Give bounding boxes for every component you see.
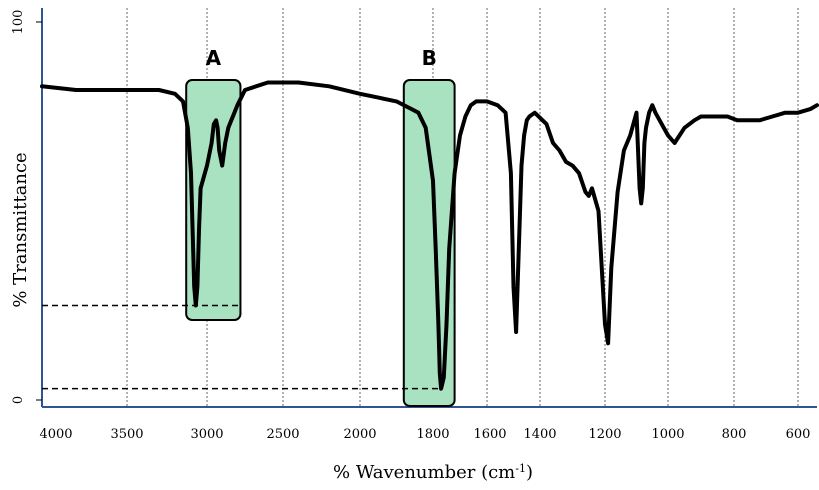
x-tick-label: 600	[786, 427, 811, 442]
box-label-b: B	[422, 46, 437, 70]
x-axis-title: % Wavenumber (cm-1)	[333, 462, 533, 484]
x-tick-label: 1800	[416, 427, 449, 442]
x-tick-label: 1200	[588, 427, 621, 442]
x-axis-title-main: % Wavenumber (cm	[333, 462, 515, 483]
x-tick-label: 1400	[523, 427, 556, 442]
x-tick-label: 2000	[343, 427, 376, 442]
x-tick-labels: 4000 3500 3000 2500 2000 1800 1600 1400 1200 1000…	[39, 427, 810, 442]
x-axis-title-close: )	[526, 462, 533, 483]
spectrum-line	[40, 80, 819, 391]
x-tick-label: 2500	[266, 427, 299, 442]
x-tick-label: 800	[722, 427, 747, 442]
x-tick-label: 3000	[190, 427, 223, 442]
x-tick-label: 3500	[110, 427, 143, 442]
y-tick-labels: 100 0	[11, 10, 26, 405]
grid-lines	[126, 8, 799, 407]
box-label-a: A	[206, 46, 222, 70]
y-tick-label: 0	[11, 396, 26, 404]
highlight-box-b	[402, 79, 456, 407]
spectrum-series	[40, 80, 819, 391]
y-tick-label: 100	[11, 10, 26, 35]
y-axis-title: % Transmittance	[10, 152, 31, 307]
x-axis-title-superscript: -1	[515, 462, 526, 475]
x-tick-label: 4000	[39, 427, 72, 442]
reference-lines	[42, 304, 442, 390]
x-tick-label: 1600	[473, 427, 506, 442]
x-tick-label: 1000	[651, 427, 684, 442]
